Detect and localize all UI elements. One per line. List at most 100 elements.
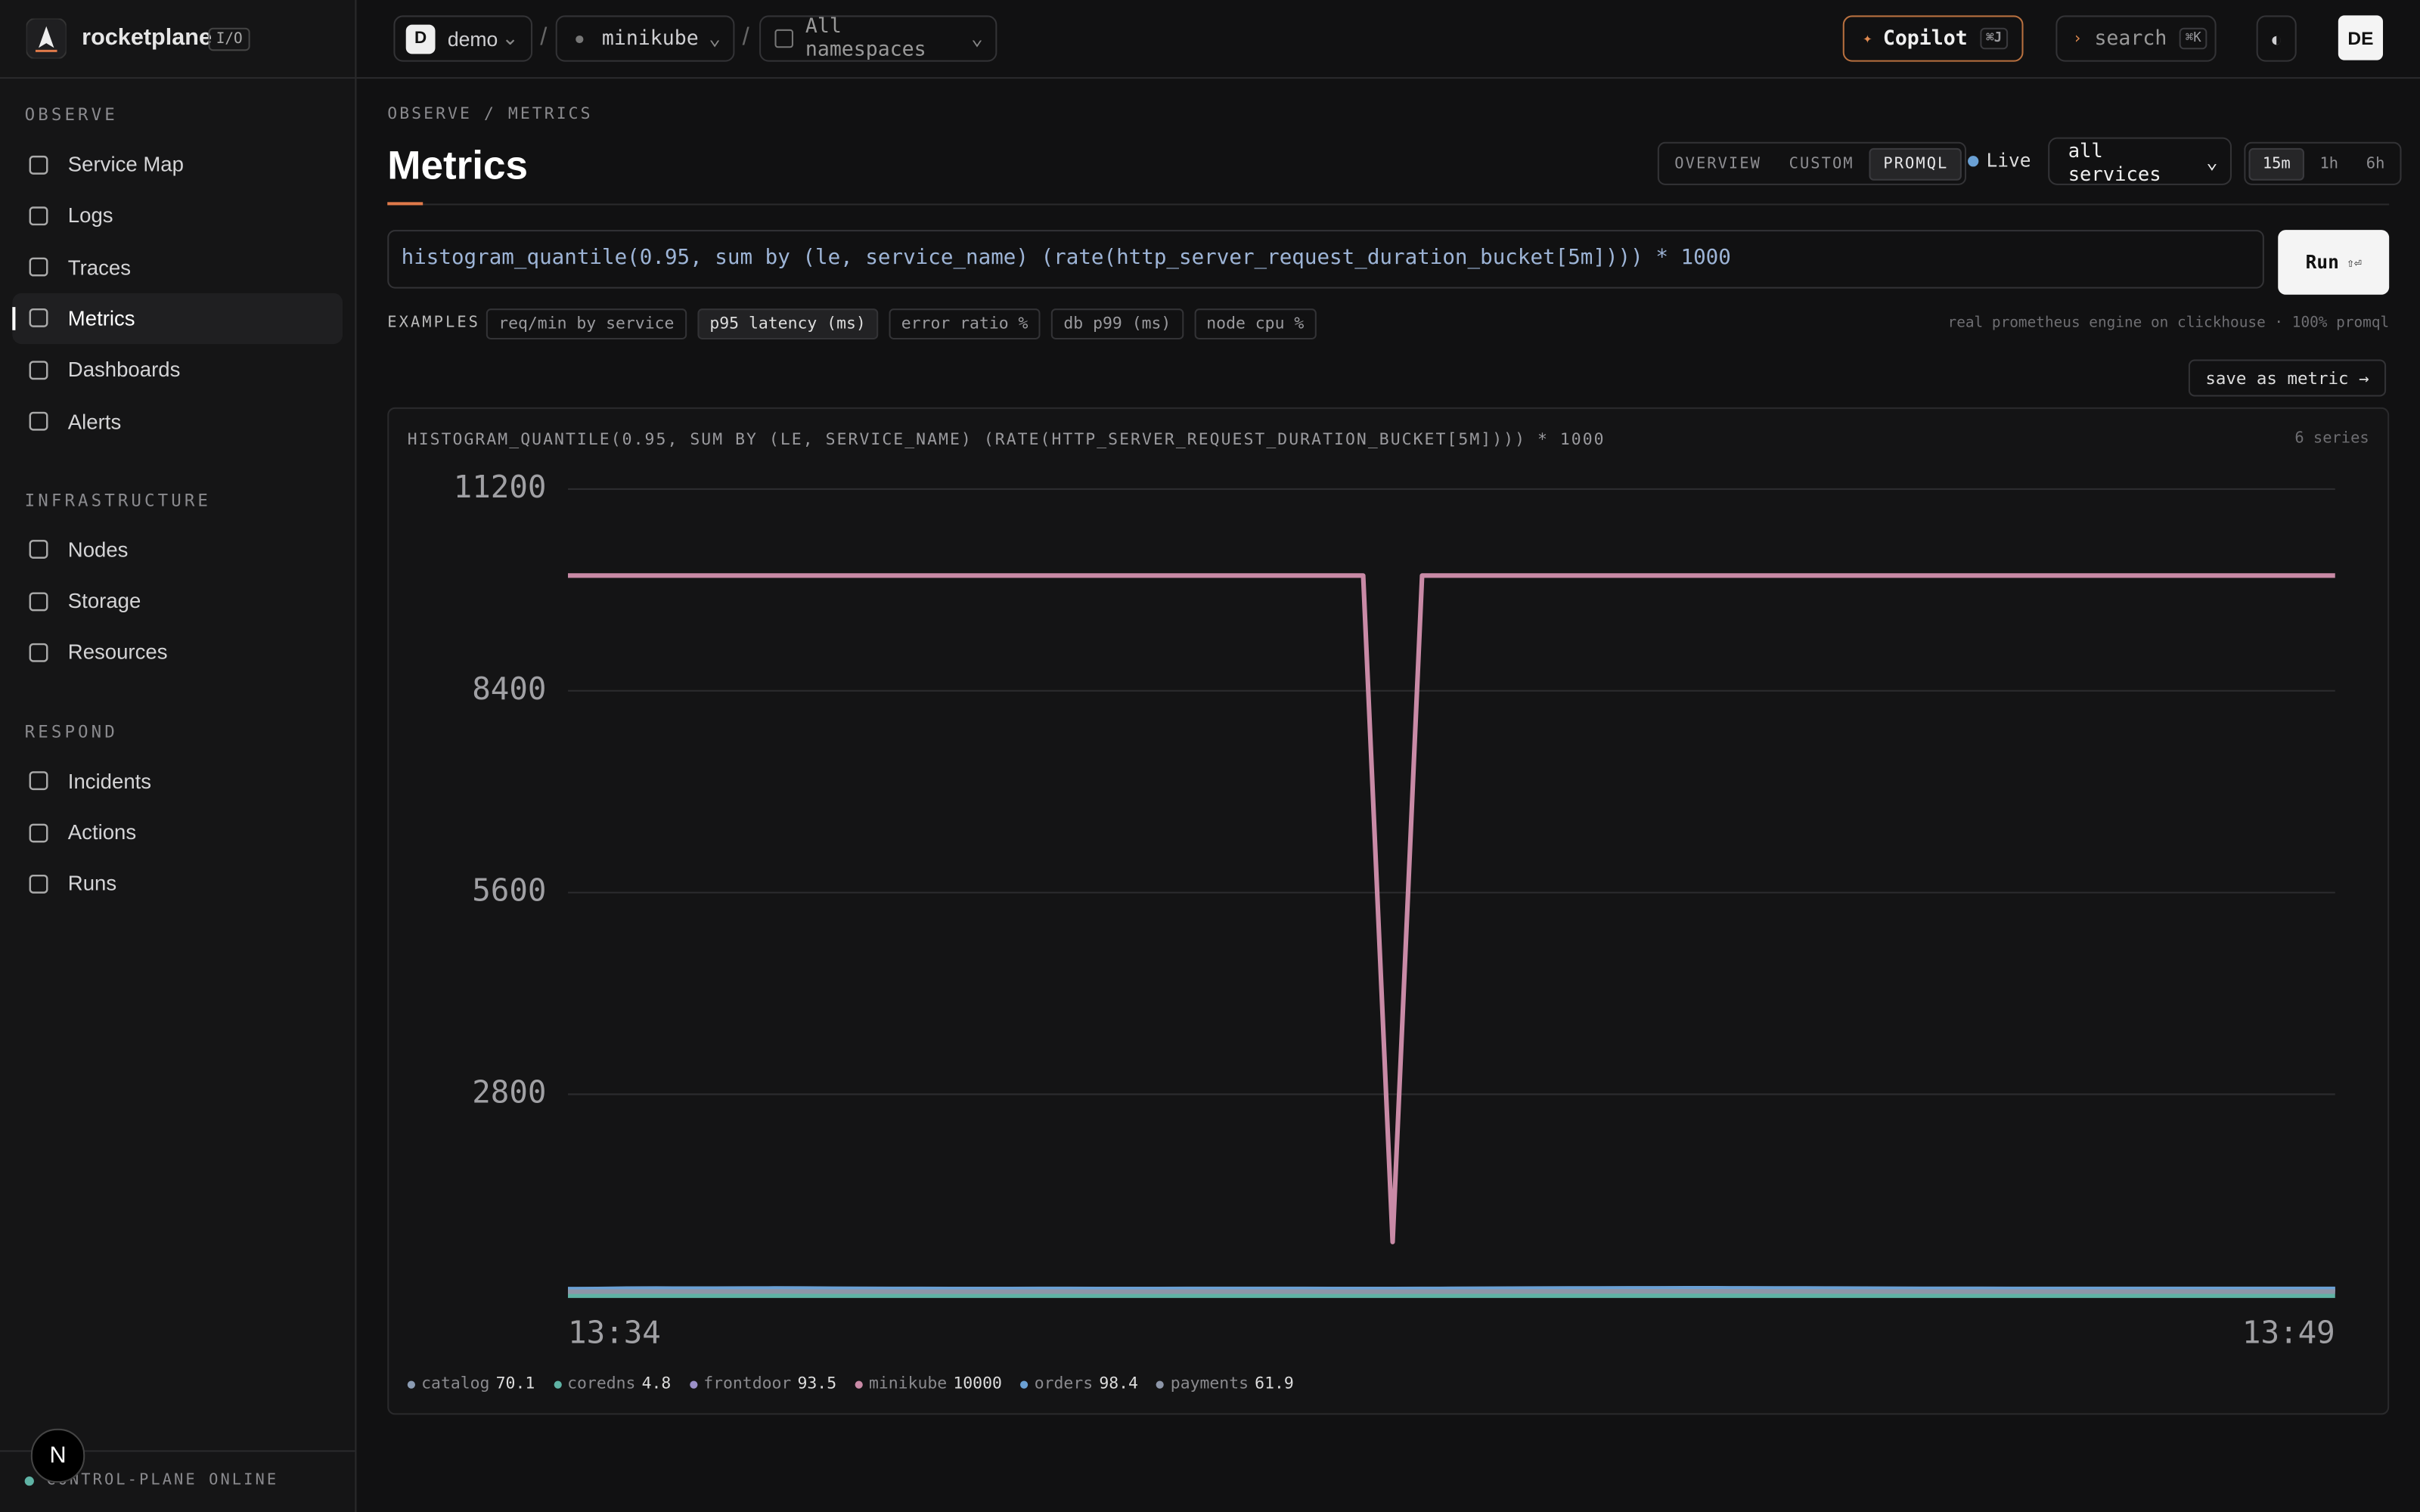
active-marker: [12, 306, 16, 330]
legend-swatch: [689, 1380, 698, 1388]
tab[interactable]: CUSTOM: [1789, 155, 1854, 172]
legend-item[interactable]: orders 98.4: [1020, 1374, 1138, 1393]
sidebar: rocketplane I/O OBSERVE Service Map Logs Tr…: [0, 0, 357, 1512]
user-avatar[interactable]: DE: [2338, 15, 2384, 60]
nav-item[interactable]: Service Map: [12, 139, 343, 190]
run: Run: [2305, 251, 2339, 274]
search-button[interactable]: › search ⌘K: [2055, 15, 2217, 62]
range[interactable]: 6h: [2366, 155, 2385, 172]
brand: rocketplane I/O: [0, 0, 355, 79]
breadcrumb: OBSERVE / METRICS: [387, 104, 593, 124]
nav-icon: [29, 308, 48, 328]
dev-badge[interactable]: N: [30, 1428, 85, 1483]
legend-name: orders: [1034, 1374, 1094, 1393]
divider: [387, 203, 2390, 206]
legend-value: 98.4: [1099, 1374, 1138, 1393]
workspace-initial: D: [405, 23, 436, 54]
nav-icon: [29, 411, 48, 431]
copilot: Copilot: [1882, 26, 1968, 51]
service-filter: all services: [2068, 138, 2161, 184]
run-button[interactable]: Run ⇧⏎: [2278, 230, 2390, 295]
legend-item[interactable]: catalog 70.1: [407, 1374, 535, 1393]
nav-label: Runs: [67, 872, 117, 896]
search: search: [2094, 26, 2167, 51]
legend-name: payments: [1170, 1374, 1249, 1393]
example[interactable]: req/min by service: [486, 308, 687, 339]
nav-item[interactable]: Alerts: [12, 395, 343, 446]
nav-item[interactable]: Metrics: [12, 293, 343, 344]
nav-label: Logs: [67, 203, 113, 228]
nav-icon: [29, 823, 48, 842]
example[interactable]: p95 latency (ms): [697, 308, 879, 339]
nav-item[interactable]: Nodes: [12, 524, 343, 575]
brand-badge: I/O: [208, 27, 250, 51]
legend-value: 93.5: [797, 1374, 837, 1393]
query-input[interactable]: histogram_quantile(0.95, sum by (le, ser…: [387, 230, 2264, 289]
nav-item[interactable]: Dashboards: [12, 344, 343, 395]
y-tick-label: 8400: [472, 671, 546, 707]
tab[interactable]: OVERVIEW: [1674, 155, 1761, 172]
engine-note: real prometheus engine on clickhouse · 1…: [1947, 314, 2390, 332]
example[interactable]: db p99 (ms): [1051, 308, 1184, 339]
legend-swatch: [553, 1380, 561, 1388]
series-count: 6 series: [2294, 430, 2369, 448]
legend-value: 10000: [953, 1374, 1002, 1393]
cluster-switch[interactable]: minikube ⌄: [555, 15, 735, 62]
nav-label: Alerts: [67, 409, 122, 433]
nav-label: Traces: [67, 255, 131, 279]
service-select[interactable]: all services ⌄: [2048, 137, 2232, 185]
save-button[interactable]: save as metric →: [2188, 359, 2387, 397]
nav-label: Nodes: [67, 538, 129, 562]
nav-icon: [29, 643, 48, 662]
nav-item[interactable]: Runs: [12, 858, 343, 909]
y-tick-label: 11200: [454, 469, 547, 505]
legend-swatch: [1020, 1380, 1028, 1388]
legend-item[interactable]: frontdoor 93.5: [689, 1374, 837, 1393]
x-tick-label: 13:49: [2242, 1314, 2335, 1350]
nav-label: Metrics: [67, 306, 135, 330]
nav-item[interactable]: Traces: [12, 242, 343, 293]
nav-label: Actions: [67, 820, 137, 844]
nav-icon: [29, 154, 48, 174]
live[interactable]: Live: [1986, 149, 2031, 172]
example[interactable]: node cpu %: [1193, 308, 1317, 339]
tab[interactable]: PROMQL: [1869, 147, 1962, 180]
x-tick-label: 13:34: [568, 1314, 661, 1350]
copilot-key: ⌘J: [1980, 27, 2009, 50]
nav-label: Storage: [67, 589, 141, 613]
legend-item[interactable]: coredns 4.8: [553, 1374, 671, 1393]
title-underline: [387, 202, 424, 206]
divider: [0, 1450, 355, 1452]
legend-item[interactable]: minikube 10000: [855, 1374, 1002, 1393]
theme-toggle[interactable]: ◐: [2256, 15, 2297, 62]
nav-item[interactable]: Incidents: [12, 755, 343, 806]
nav-icon: [29, 771, 48, 791]
status: CONTROL-PLANE ONLINE: [46, 1471, 279, 1489]
cluster: minikube: [601, 26, 699, 51]
namespace-switch[interactable]: All namespaces ⌄: [759, 15, 997, 62]
nav-item[interactable]: Resources: [12, 627, 343, 677]
legend-swatch: [407, 1380, 415, 1388]
nav-label: Incidents: [67, 769, 152, 793]
range-tabs: 15m 1h 6h: [2244, 141, 2402, 185]
range[interactable]: 15m: [2248, 147, 2305, 180]
legend-name: frontdoor: [703, 1374, 792, 1393]
workspace: demo: [447, 26, 498, 51]
series-line: [568, 1286, 2335, 1292]
nav-item[interactable]: Logs: [12, 191, 343, 241]
nav-item[interactable]: Storage: [12, 575, 343, 626]
nav-section: RESPOND: [24, 721, 118, 742]
legend-item[interactable]: payments 61.9: [1156, 1374, 1294, 1393]
page-title: Metrics: [387, 141, 529, 188]
view-tabs: OVERVIEW CUSTOM PROMQL: [1657, 141, 1967, 185]
copilot-button[interactable]: ✦ Copilot ⌘J: [1842, 15, 2024, 62]
run-key: ⇧⏎: [2347, 255, 2362, 270]
legend-swatch: [855, 1380, 863, 1388]
nav-item[interactable]: Actions: [12, 807, 343, 857]
example[interactable]: error ratio %: [889, 308, 1041, 339]
range[interactable]: 1h: [2319, 155, 2339, 172]
nav-icon: [29, 360, 48, 380]
status-dot: [24, 1476, 34, 1486]
